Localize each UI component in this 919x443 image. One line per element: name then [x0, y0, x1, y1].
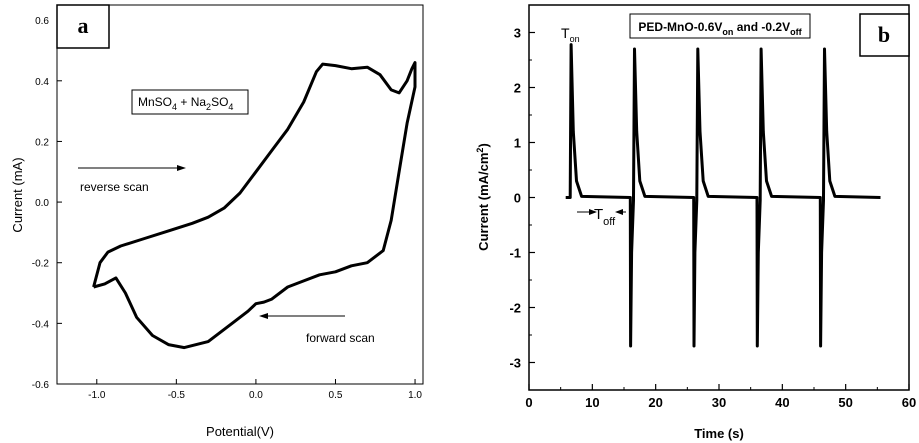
title-box-b: [629, 13, 811, 39]
y-tick-label-b: 2: [514, 81, 521, 96]
y-tick-label-a: -0.4: [32, 319, 50, 330]
x-tick-label-a: 0.5: [329, 390, 343, 401]
panel-a: -1.0 -0.5 0.0 0.5 1.0 -0.6 -0.4 -0.2 0.0 0.2 0.4 0.…: [10, 4, 424, 439]
t-off-arrowhead-right: [615, 209, 623, 215]
y-tick-label-a: 0.0: [35, 198, 49, 209]
panel-label-box-a: [56, 4, 110, 49]
y-axis-label-a: Current (mA): [10, 157, 25, 232]
reverse-scan-arrowhead: [177, 165, 186, 171]
forward-scan-arrowhead: [259, 313, 268, 319]
y-tick-label-a: -0.2: [32, 259, 50, 270]
b-ticks: 0 10 20 30 40 50 60 -3 -2 -1 0 1 2 3: [509, 4, 916, 410]
y-tick-label-a: 0.6: [35, 16, 49, 27]
y-tick-label-b: 3: [514, 26, 521, 41]
y-tick-label-b: 0: [514, 191, 521, 206]
x-tick-label-b: 40: [775, 395, 789, 410]
x-tick-label-b: 20: [648, 395, 662, 410]
x-tick-label-b: 50: [838, 395, 852, 410]
y-tick-label-b: -1: [509, 246, 521, 261]
x-tick-label-b: 30: [712, 395, 726, 410]
plot-frame-a: [56, 4, 424, 385]
y-tick-label-b: -3: [509, 356, 521, 371]
y-tick-label-a: 0.4: [35, 77, 49, 88]
t-off-label: Toff: [594, 206, 616, 228]
panel-b: 0 10 20 30 40 50 60 -3 -2 -1 0 1 2 3 PED-MnO-0.6Von a…: [475, 4, 916, 441]
forward-scan-label: forward scan: [306, 331, 375, 345]
reverse-scan-label: reverse scan: [80, 180, 149, 194]
cv-curve: [92, 61, 417, 350]
y-tick-label-b: 1: [514, 136, 521, 151]
y-tick-label-a: 0.2: [35, 137, 49, 148]
x-tick-label-a: 0.0: [249, 390, 263, 401]
panel-label-a: a: [78, 13, 89, 38]
panel-label-box-b: [859, 13, 910, 57]
t-off-arrowhead-left: [589, 209, 597, 215]
x-tick-label-b: 60: [902, 395, 916, 410]
y-tick-label-b: -2: [509, 301, 521, 316]
pulse-curve: [565, 43, 881, 348]
x-tick-label-a: 1.0: [408, 390, 422, 401]
chart-title-b: PED-MnO-0.6Von and -0.2Voff: [638, 20, 802, 37]
legend-label-a: MnSO4 + Na2SO4: [138, 95, 233, 112]
a-ticks: -1.0 -0.5 0.0 0.5 1.0 -0.6 -0.4 -0.2 0.0 0.2 0.4 0.…: [32, 16, 423, 401]
x-tick-label-a: -1.0: [88, 390, 106, 401]
x-axis-label-a: Potential(V): [206, 424, 274, 439]
x-tick-label-b: 0: [525, 395, 532, 410]
panel-label-b: b: [878, 22, 890, 47]
t-on-label: Ton: [561, 25, 580, 44]
x-tick-label-a: -0.5: [168, 390, 186, 401]
x-axis-label-b: Time (s): [694, 426, 744, 441]
x-tick-label-b: 10: [585, 395, 599, 410]
legend-box-a: [131, 89, 249, 115]
y-axis-label-b: Current (mA/cm2): [475, 143, 491, 251]
y-tick-label-a: -0.6: [32, 380, 50, 391]
